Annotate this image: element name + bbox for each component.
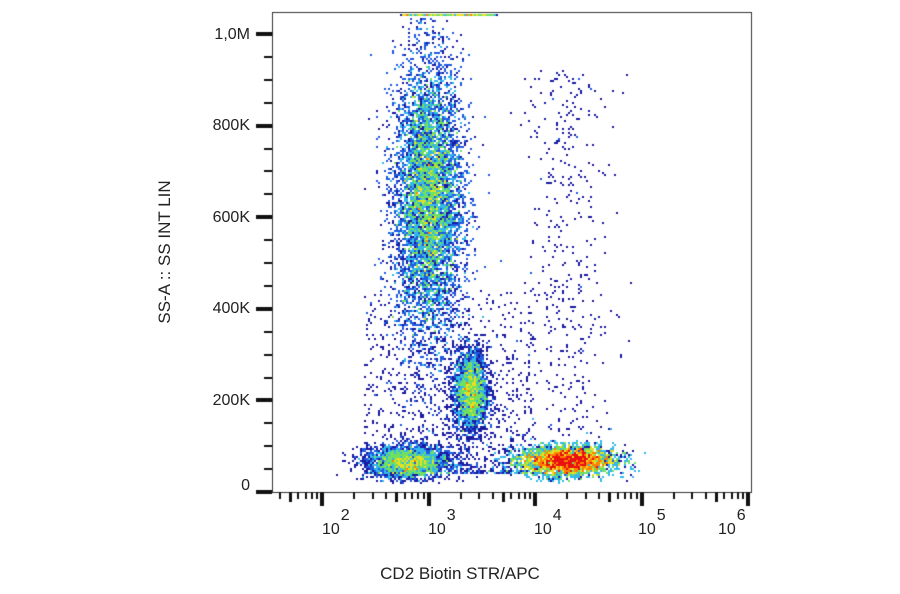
x-tick-label: 104 — [534, 507, 562, 538]
x-tick-label: 102 — [322, 507, 350, 538]
y-axis-label: SS-A :: SS INT LIN — [155, 180, 174, 324]
x-axis-label: CD2 Biotin STR/APC — [380, 564, 540, 583]
x-tick-label: 105 — [638, 507, 666, 538]
y-tick-label: 1,0M — [214, 26, 250, 43]
y-tick-label: 800K — [212, 117, 250, 134]
y-tick-label: 200K — [212, 392, 250, 409]
y-tick-label: 400K — [212, 300, 250, 317]
y-tick-label: 0 — [241, 477, 250, 494]
x-tick-label: 106 — [718, 507, 746, 538]
x-tick-label: 103 — [428, 507, 456, 538]
y-tick-label: 600K — [212, 209, 250, 226]
